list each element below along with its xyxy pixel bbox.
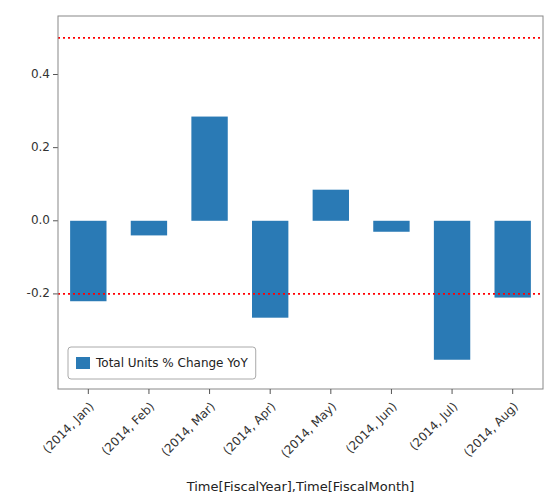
x-axis: (2014, Jan)(2014, Feb)(2014, Mar)(2014, … [40, 389, 521, 460]
x-tick-label: (2014, Feb) [99, 399, 158, 458]
x-tick-label: (2014, Aug) [461, 399, 521, 459]
legend-box [68, 347, 256, 379]
bar [434, 221, 470, 360]
reference-line [58, 293, 543, 295]
y-tick [53, 293, 58, 294]
x-tick [391, 389, 392, 394]
x-tick-label: (2014, Mar) [158, 399, 218, 459]
bar [70, 221, 106, 301]
x-tick [330, 389, 331, 394]
chart: -0.20.00.20.4(2014, Jan)(2014, Feb)(2014… [0, 0, 559, 501]
x-tick-label: (2014, Jun) [343, 399, 400, 456]
y-tick-label: -0.2 [27, 286, 50, 300]
bar [191, 117, 227, 221]
bar [131, 221, 167, 236]
x-tick [148, 389, 149, 394]
x-tick-label: (2014, Jan) [40, 399, 97, 456]
bar [495, 221, 531, 298]
y-tick [53, 147, 58, 148]
y-axis: -0.2 0.0 0.2 0.4 [27, 67, 58, 300]
marks [58, 38, 543, 360]
x-tick [512, 389, 513, 394]
legend: Total Units % Change YoY [68, 347, 256, 379]
bar [373, 221, 409, 232]
x-tick-label: (2014, Jul) [407, 399, 461, 453]
x-tick [209, 389, 210, 394]
bar [313, 190, 349, 221]
plot-frame [58, 16, 543, 389]
x-axis-label: Time[FiscalYear],Time[FiscalMonth] [186, 479, 415, 494]
y-tick [53, 74, 58, 75]
x-tick-label: (2014, Apr) [220, 399, 278, 457]
y-tick-label: 0.2 [31, 140, 50, 154]
legend-label: Total Units % Change YoY [95, 356, 248, 370]
y-tick-label: 0.4 [31, 67, 50, 81]
x-tick-label: (2014, May) [278, 399, 339, 460]
reference-line [58, 37, 543, 39]
bar [252, 221, 288, 318]
y-tick [53, 220, 58, 221]
x-tick [452, 389, 453, 394]
plot-area [58, 16, 543, 389]
legend-swatch [76, 357, 90, 369]
x-tick [88, 389, 89, 394]
x-tick [270, 389, 271, 394]
y-tick-label: 0.0 [31, 213, 50, 227]
